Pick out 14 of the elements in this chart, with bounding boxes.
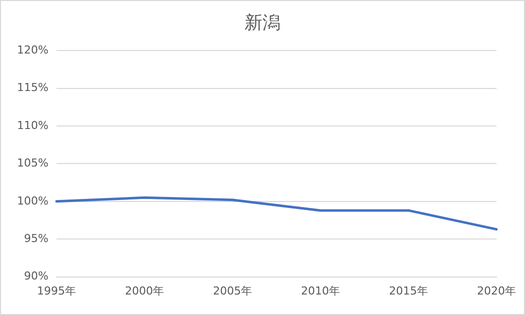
x-tick-label: 2010年 [300,284,340,298]
y-tick-label: 115% [16,81,48,94]
y-tick-label: 100% [16,194,48,208]
y-tick-label: 110% [16,118,48,132]
y-tick-label: 105% [16,156,48,170]
y-tick-label: 95% [24,232,48,245]
x-tick-label: 1995年 [36,284,76,298]
x-tick-label: 2020年 [477,284,516,298]
x-tick-label: 2015年 [388,284,428,298]
x-tick-label: 2000年 [124,284,164,298]
y-tick-label: 90% [24,270,48,283]
chart-title: 新潟 [244,12,280,34]
y-tick-label: 120% [16,43,48,56]
x-tick-label: 2005年 [212,284,252,298]
